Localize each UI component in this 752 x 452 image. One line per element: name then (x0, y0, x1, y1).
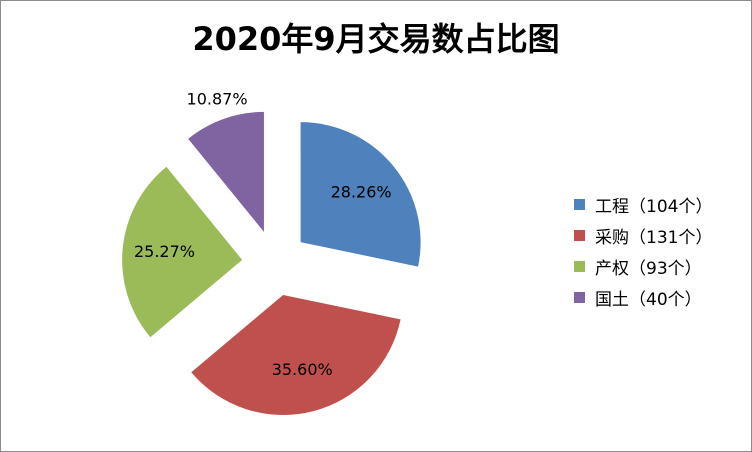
legend-label-property: 产权（93个） (595, 259, 702, 279)
pie-slice-procurement (191, 294, 401, 415)
legend-item-property: 产权（93个） (574, 251, 712, 282)
legend-item-procurement: 采购（131个） (574, 220, 712, 251)
legend-swatch-land (574, 292, 585, 303)
pie-slice-engineering (300, 122, 421, 267)
legend-swatch-property (574, 261, 585, 272)
pie-slice-land (188, 111, 264, 232)
legend-item-land: 国土（40个） (574, 282, 712, 313)
legend-swatch-procurement (574, 230, 585, 241)
chart-title: 2020年9月交易数占比图 (192, 20, 560, 58)
legend: 工程（104个） 采购（131个） 产权（93个） 国土（40个） (574, 189, 712, 313)
slice-label-land: 10.87% (187, 89, 248, 108)
slice-label-procurement: 35.60% (272, 360, 333, 379)
legend-swatch-engineering (574, 199, 585, 210)
legend-label-procurement: 采购（131个） (595, 228, 713, 248)
pie-slice-property (122, 166, 243, 338)
legend-label-land: 国土（40个） (595, 290, 702, 310)
slice-label-property: 25.27% (134, 242, 195, 261)
legend-item-engineering: 工程（104个） (574, 189, 712, 220)
legend-label-engineering: 工程（104个） (595, 197, 713, 217)
slice-label-engineering: 28.26% (331, 182, 392, 201)
